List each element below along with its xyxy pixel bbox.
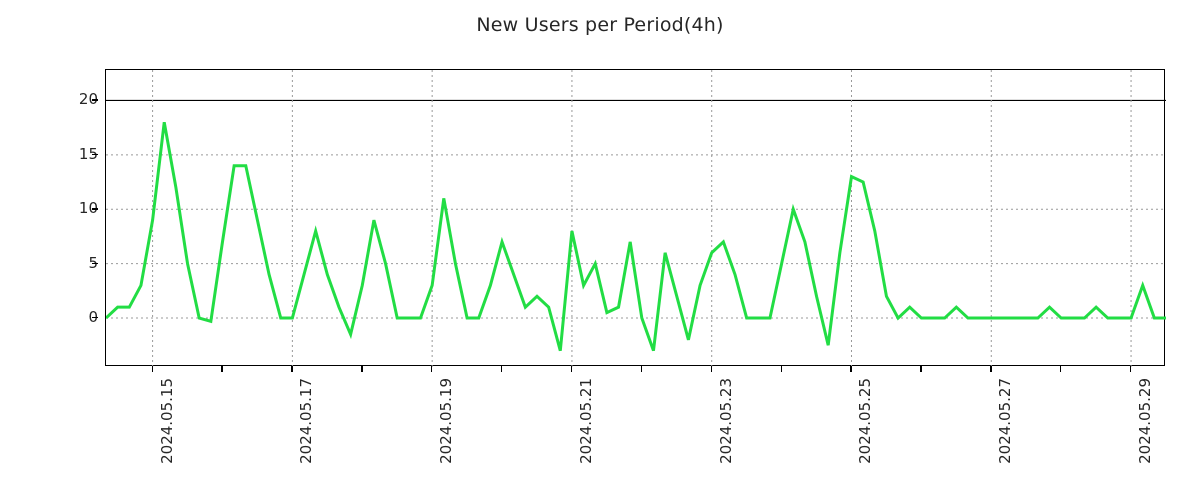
y-tick-label: 15 <box>78 144 98 163</box>
x-tick-label: 2024.05.29 <box>1136 378 1155 464</box>
x-tick-mark <box>361 366 363 372</box>
y-tick-mark <box>92 208 98 210</box>
x-tick-mark <box>710 366 712 372</box>
x-tick-mark <box>1060 366 1062 372</box>
x-tick-mark <box>990 366 992 372</box>
x-tick-mark <box>431 366 433 372</box>
x-tick-mark <box>1130 366 1132 372</box>
x-tick-mark <box>920 366 922 372</box>
x-tick-mark <box>850 366 852 372</box>
y-tick-mark <box>92 153 98 156</box>
plot-svg <box>106 70 1166 367</box>
x-tick-mark <box>151 366 153 372</box>
x-axis-tick-labels: 2024.05.15 2024.05.17 2024.05.19 2024.05.21… <box>105 366 1165 500</box>
x-tick-label: 2024.05.27 <box>996 378 1015 464</box>
x-tick-label: 2024.05.17 <box>297 378 316 464</box>
x-tick-label: 2024.05.23 <box>716 378 735 464</box>
y-tick-mark <box>92 99 98 101</box>
x-tick-label: 2024.05.15 <box>157 378 176 464</box>
y-axis-tick-labels: 05101520 <box>50 69 98 366</box>
x-tick-label: 2024.05.25 <box>856 378 875 464</box>
x-tick-label: 2024.05.19 <box>437 378 456 464</box>
x-tick-mark <box>221 366 223 372</box>
plot-area <box>105 69 1166 367</box>
x-tick-mark <box>291 366 293 372</box>
y-tick-mark <box>92 317 98 319</box>
series-line <box>106 121 1166 352</box>
x-tick-mark <box>780 366 782 372</box>
y-tick-label: 10 <box>78 199 98 218</box>
x-tick-mark <box>501 366 503 372</box>
x-tick-label: 2024.05.21 <box>576 378 595 464</box>
x-tick-mark <box>570 366 573 372</box>
x-tick-mark <box>640 366 643 372</box>
series-lines <box>106 121 1166 352</box>
y-tick-label: 20 <box>78 90 98 109</box>
y-tick-mark <box>92 262 98 264</box>
chart-title: New Users per Period(4h) <box>476 14 724 36</box>
